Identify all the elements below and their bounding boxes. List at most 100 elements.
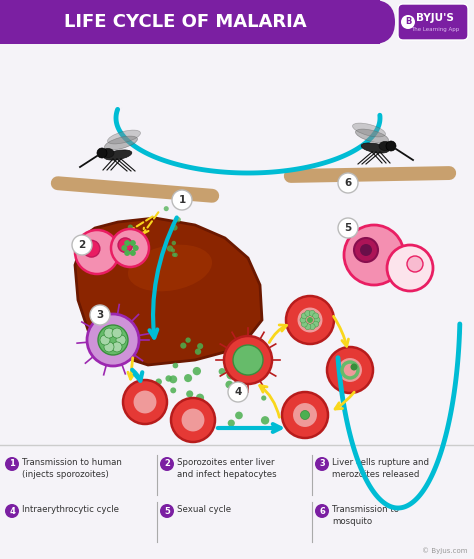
Circle shape: [87, 314, 139, 366]
Circle shape: [155, 378, 162, 385]
Circle shape: [175, 217, 181, 222]
Circle shape: [5, 504, 19, 518]
Circle shape: [301, 313, 307, 319]
Text: Intraerythrocytic cycle: Intraerythrocytic cycle: [22, 505, 119, 514]
Circle shape: [171, 248, 175, 253]
Circle shape: [386, 141, 396, 151]
Circle shape: [90, 305, 110, 325]
Text: 2: 2: [78, 240, 86, 250]
Circle shape: [196, 394, 204, 402]
Circle shape: [254, 348, 261, 355]
Circle shape: [130, 250, 136, 256]
Circle shape: [164, 206, 169, 211]
Circle shape: [72, 235, 92, 255]
Circle shape: [309, 324, 315, 330]
Circle shape: [167, 245, 173, 252]
Circle shape: [315, 457, 329, 471]
Text: 2: 2: [164, 459, 170, 468]
Circle shape: [327, 347, 373, 393]
Circle shape: [140, 238, 145, 242]
Circle shape: [234, 363, 241, 370]
Text: 4: 4: [9, 506, 15, 515]
Text: 4: 4: [234, 387, 242, 397]
Circle shape: [165, 375, 172, 382]
Ellipse shape: [361, 143, 389, 153]
Circle shape: [140, 233, 145, 238]
Circle shape: [226, 381, 233, 389]
Circle shape: [123, 380, 167, 424]
Circle shape: [172, 190, 192, 210]
Circle shape: [75, 230, 119, 274]
Circle shape: [219, 368, 226, 375]
Text: 6: 6: [319, 506, 325, 515]
Ellipse shape: [353, 123, 385, 137]
Circle shape: [338, 218, 358, 238]
Circle shape: [261, 416, 269, 424]
Circle shape: [186, 390, 193, 397]
Bar: [0, 0, 380, 44]
Circle shape: [104, 328, 114, 338]
Circle shape: [232, 394, 238, 400]
Text: 1: 1: [178, 195, 186, 205]
Text: © Byjus.com: © Byjus.com: [422, 547, 468, 554]
Circle shape: [133, 245, 139, 251]
Circle shape: [261, 395, 266, 401]
Circle shape: [111, 229, 149, 267]
Circle shape: [128, 225, 133, 230]
Circle shape: [182, 409, 204, 432]
Circle shape: [98, 325, 128, 355]
Text: Liver cells rupture and
merozoites released: Liver cells rupture and merozoites relea…: [332, 458, 429, 479]
Text: BYJU'S: BYJU'S: [416, 13, 454, 23]
Circle shape: [387, 245, 433, 291]
Circle shape: [309, 310, 315, 316]
Circle shape: [298, 307, 322, 333]
Text: The Learning App: The Learning App: [411, 26, 459, 31]
Circle shape: [5, 457, 19, 471]
Circle shape: [286, 296, 334, 344]
Circle shape: [160, 504, 174, 518]
Circle shape: [314, 317, 320, 323]
Ellipse shape: [379, 141, 391, 150]
Circle shape: [256, 338, 264, 346]
Circle shape: [350, 363, 357, 371]
Circle shape: [173, 253, 178, 257]
Text: 3: 3: [96, 310, 104, 320]
Circle shape: [104, 342, 114, 352]
Circle shape: [137, 403, 144, 410]
Circle shape: [228, 420, 235, 427]
Circle shape: [235, 411, 243, 419]
Ellipse shape: [128, 245, 212, 291]
FancyArrowPatch shape: [58, 183, 212, 196]
Text: 6: 6: [345, 178, 352, 188]
Circle shape: [121, 245, 128, 251]
Circle shape: [193, 409, 199, 414]
Circle shape: [224, 336, 272, 384]
Polygon shape: [75, 218, 262, 365]
Circle shape: [305, 324, 311, 330]
Text: Transmission to
mosquito: Transmission to mosquito: [332, 505, 399, 526]
Text: 5: 5: [345, 223, 352, 233]
Circle shape: [228, 382, 248, 402]
Circle shape: [360, 244, 372, 256]
Ellipse shape: [102, 149, 114, 158]
Circle shape: [118, 238, 132, 252]
Circle shape: [160, 457, 174, 471]
Circle shape: [192, 367, 201, 375]
Circle shape: [259, 356, 266, 363]
Circle shape: [173, 363, 178, 368]
Circle shape: [112, 342, 122, 352]
Circle shape: [112, 328, 122, 338]
Circle shape: [315, 504, 329, 518]
Ellipse shape: [105, 136, 137, 150]
Circle shape: [185, 338, 191, 343]
Circle shape: [195, 348, 201, 355]
Text: B: B: [405, 17, 411, 26]
Circle shape: [301, 410, 310, 419]
Text: 5: 5: [164, 506, 170, 515]
Circle shape: [313, 313, 319, 319]
Circle shape: [301, 321, 307, 327]
Circle shape: [313, 321, 319, 327]
Circle shape: [227, 371, 235, 380]
Circle shape: [293, 403, 317, 427]
Circle shape: [344, 225, 404, 285]
